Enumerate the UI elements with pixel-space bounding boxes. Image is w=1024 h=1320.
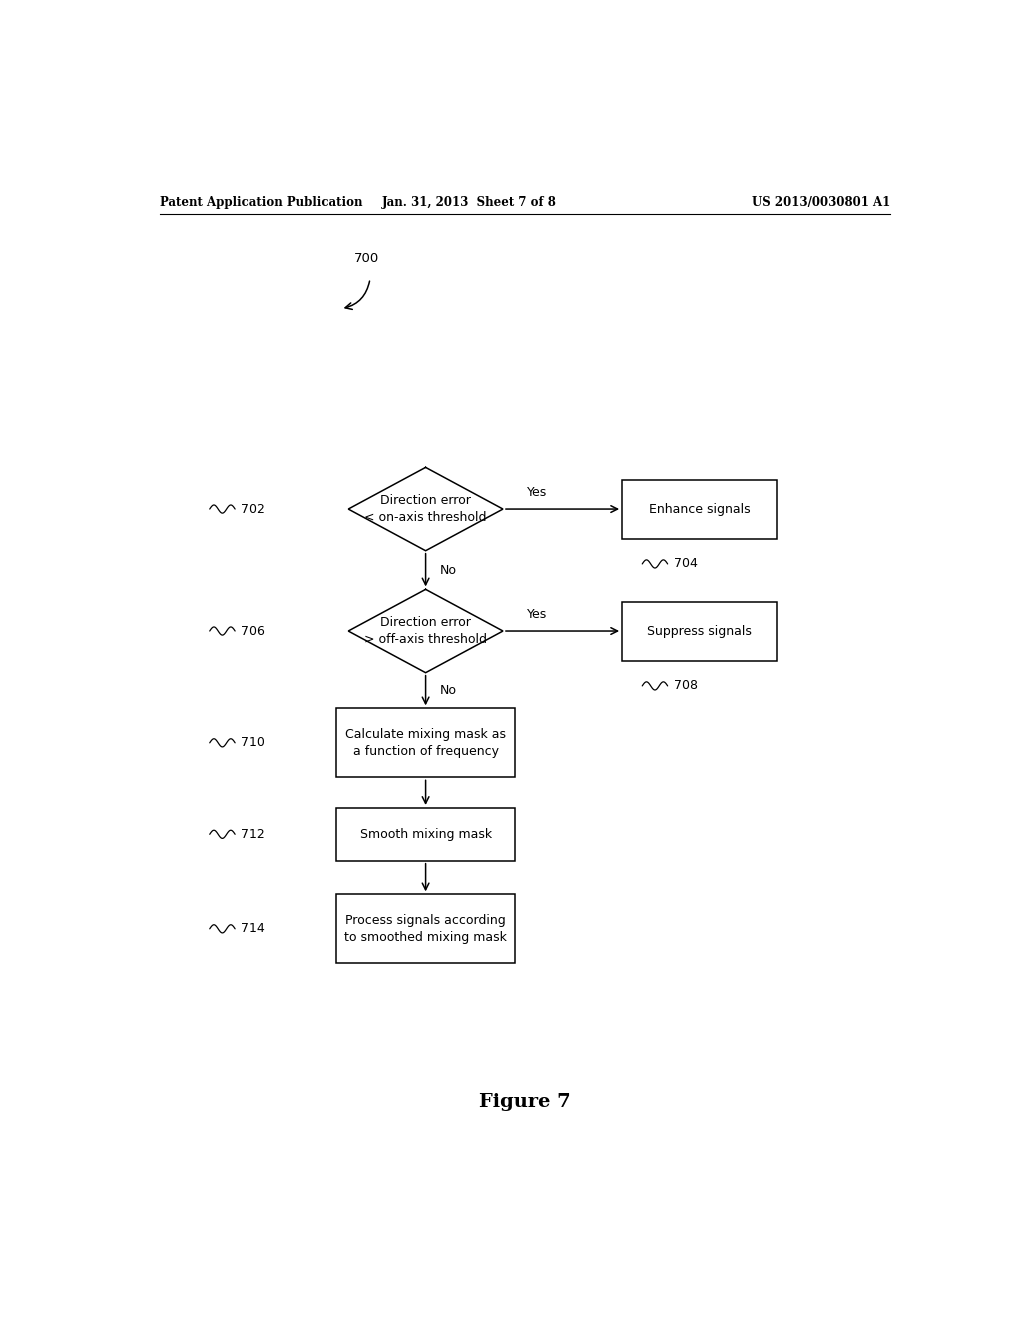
Text: Direction error
< on-axis threshold: Direction error < on-axis threshold xyxy=(365,494,486,524)
Text: 714: 714 xyxy=(242,923,265,936)
Bar xyxy=(336,709,515,777)
Text: Smooth mixing mask: Smooth mixing mask xyxy=(359,828,492,841)
Text: Enhance signals: Enhance signals xyxy=(648,503,751,516)
Text: Yes: Yes xyxy=(526,609,547,622)
Bar xyxy=(622,602,777,660)
Text: 710: 710 xyxy=(242,737,265,750)
Text: No: No xyxy=(440,564,457,577)
Text: 702: 702 xyxy=(242,503,265,516)
Text: 708: 708 xyxy=(674,680,698,693)
Text: US 2013/0030801 A1: US 2013/0030801 A1 xyxy=(752,195,890,209)
Bar xyxy=(622,479,777,539)
Text: 704: 704 xyxy=(674,557,698,570)
Text: Yes: Yes xyxy=(526,486,547,499)
Text: 712: 712 xyxy=(242,828,265,841)
Text: Process signals according
to smoothed mixing mask: Process signals according to smoothed mi… xyxy=(344,913,507,944)
Text: Calculate mixing mask as
a function of frequency: Calculate mixing mask as a function of f… xyxy=(345,727,506,758)
Text: 700: 700 xyxy=(354,252,380,265)
Text: 706: 706 xyxy=(242,624,265,638)
Text: No: No xyxy=(440,684,457,697)
Bar xyxy=(336,808,515,861)
Text: Jan. 31, 2013  Sheet 7 of 8: Jan. 31, 2013 Sheet 7 of 8 xyxy=(382,195,557,209)
Text: Patent Application Publication: Patent Application Publication xyxy=(160,195,362,209)
Text: Direction error
> off-axis threshold: Direction error > off-axis threshold xyxy=(365,616,487,645)
Text: Figure 7: Figure 7 xyxy=(479,1093,570,1110)
Text: Suppress signals: Suppress signals xyxy=(647,624,752,638)
Bar xyxy=(336,894,515,964)
